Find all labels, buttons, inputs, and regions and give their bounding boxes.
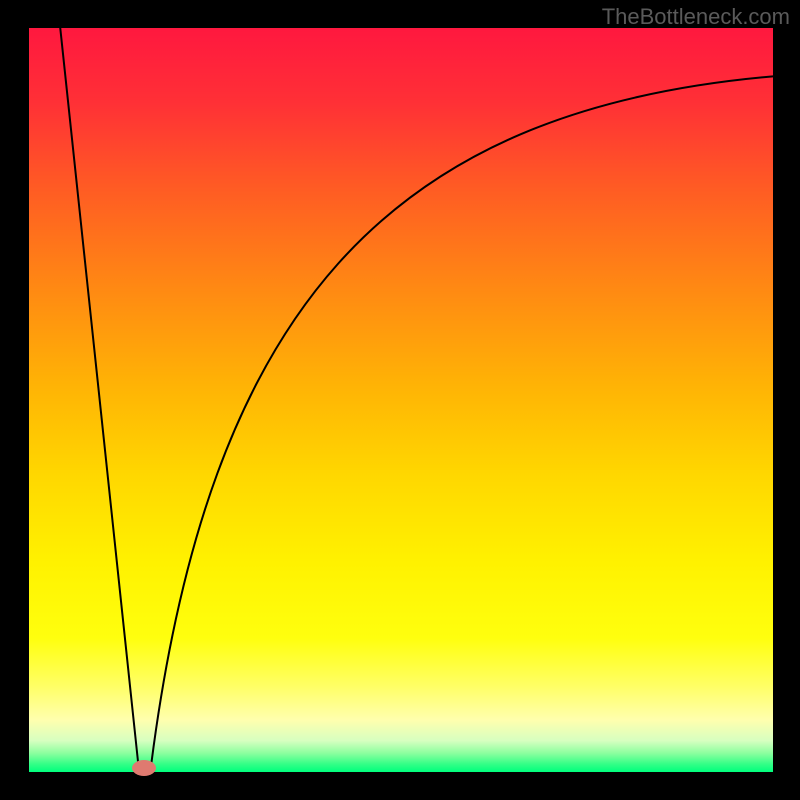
chart-container: TheBottleneck.com [0, 0, 800, 800]
watermark-text: TheBottleneck.com [602, 4, 790, 30]
curves-layer [29, 28, 773, 772]
minimum-marker [132, 760, 156, 776]
plot-area [29, 28, 773, 772]
